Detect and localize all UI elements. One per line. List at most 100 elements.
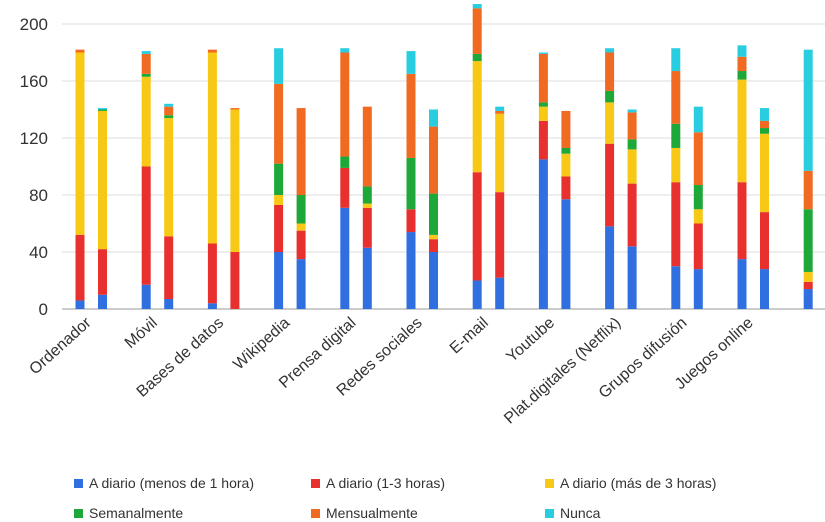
bar-segment bbox=[141, 51, 151, 54]
bar-segment bbox=[693, 132, 703, 186]
bar-segment bbox=[429, 193, 438, 235]
x-category-label: Wikipedia bbox=[230, 314, 293, 373]
bar-segment bbox=[538, 120, 548, 160]
bar-segment bbox=[207, 49, 217, 53]
bar-segment bbox=[760, 120, 769, 129]
bar-segment bbox=[340, 48, 350, 53]
bar-segment bbox=[737, 56, 747, 72]
bar-segment bbox=[141, 76, 151, 167]
x-category-label: Plat.digitales (Netflix) bbox=[501, 314, 624, 427]
bar-segment bbox=[760, 128, 769, 134]
bar-segment bbox=[495, 110, 505, 114]
bar-segment bbox=[274, 204, 284, 252]
bar-segment bbox=[737, 79, 747, 183]
bar-segment bbox=[605, 226, 615, 309]
bar-segment bbox=[164, 118, 174, 237]
bar-segment bbox=[230, 108, 240, 110]
bar-segment bbox=[274, 83, 284, 164]
bar-segment bbox=[538, 102, 548, 107]
y-tick-label: 0 bbox=[39, 300, 48, 319]
bar-segment bbox=[495, 106, 505, 111]
x-category-label: Ordenador bbox=[26, 314, 95, 378]
bar-segment bbox=[803, 289, 813, 309]
bar-segment bbox=[98, 294, 107, 309]
bar-segment bbox=[274, 252, 284, 309]
gridlines bbox=[62, 23, 825, 310]
bar-segment bbox=[141, 53, 151, 74]
bar-segment bbox=[296, 230, 306, 260]
bar-segment bbox=[627, 139, 637, 150]
bar-segment bbox=[538, 52, 548, 54]
bar-segment bbox=[164, 299, 174, 309]
bar-segment bbox=[495, 192, 505, 278]
bar-segment bbox=[472, 61, 482, 173]
bar-segment bbox=[760, 108, 769, 121]
bar-segment bbox=[207, 52, 217, 244]
bar-segment bbox=[230, 252, 240, 309]
bar-segment bbox=[98, 108, 107, 110]
bar-segment bbox=[362, 106, 372, 187]
bar-segment bbox=[671, 182, 681, 267]
bar-segment bbox=[141, 166, 151, 285]
bar-segment bbox=[671, 147, 681, 183]
y-tick-label: 160 bbox=[20, 72, 48, 91]
bar-segment bbox=[472, 53, 482, 62]
bar-segment bbox=[472, 280, 482, 309]
bar-segment bbox=[429, 252, 438, 309]
bar-segment bbox=[406, 51, 416, 74]
bar-segment bbox=[803, 209, 813, 272]
bar-segment bbox=[472, 4, 482, 9]
bar-segment bbox=[98, 249, 107, 295]
bar-segment bbox=[561, 147, 571, 154]
x-category-label: Youtube bbox=[503, 314, 558, 366]
bar-segment bbox=[760, 133, 769, 213]
bar-segment bbox=[627, 246, 637, 309]
y-tick-label: 200 bbox=[20, 15, 48, 34]
bar-segment bbox=[605, 52, 615, 91]
bar-segment bbox=[605, 48, 615, 53]
bar-segment bbox=[737, 182, 747, 260]
bar-segment bbox=[803, 271, 813, 282]
bar-segment bbox=[803, 49, 813, 171]
bar-segment bbox=[605, 143, 615, 227]
bar-segment bbox=[693, 106, 703, 133]
x-category-label: Móvil bbox=[122, 314, 161, 352]
bar-segment bbox=[693, 209, 703, 224]
bar-segment bbox=[296, 223, 306, 231]
bar-segment bbox=[561, 110, 571, 148]
bar-segment bbox=[693, 269, 703, 309]
bar-segment bbox=[627, 112, 637, 140]
bar-segment bbox=[362, 247, 372, 309]
bar-segment bbox=[141, 73, 151, 77]
bar-segment bbox=[803, 281, 813, 290]
bar-segment bbox=[429, 234, 438, 240]
bar-segment bbox=[760, 269, 769, 309]
bar-segment bbox=[561, 153, 571, 177]
bar-segment bbox=[472, 8, 482, 54]
bar-segment bbox=[164, 106, 174, 116]
bar-segment bbox=[340, 207, 350, 309]
bar-segment bbox=[296, 195, 306, 224]
bar-segment bbox=[274, 48, 284, 84]
bar-segment bbox=[605, 102, 615, 144]
bar-segment bbox=[230, 109, 240, 252]
bar-segment bbox=[627, 149, 637, 184]
bar-segment bbox=[75, 234, 85, 301]
y-axis-tick-labels: 0 40 80 120 160 200 bbox=[20, 15, 48, 319]
bar-segment bbox=[737, 259, 747, 309]
bar-segment bbox=[760, 212, 769, 270]
bar-segment bbox=[538, 159, 548, 309]
bar-segment bbox=[693, 185, 703, 210]
bar-segment bbox=[362, 203, 372, 208]
bar-segment bbox=[671, 266, 681, 309]
bar-segment bbox=[207, 243, 217, 304]
bar-segment bbox=[406, 73, 416, 158]
bar-segment bbox=[429, 109, 438, 127]
bar-segment bbox=[495, 113, 505, 193]
bar-segment bbox=[362, 186, 372, 204]
bar-segment bbox=[75, 49, 85, 53]
bar-segment bbox=[737, 45, 747, 57]
bar-segment bbox=[207, 303, 217, 309]
bar-segment bbox=[538, 53, 548, 103]
